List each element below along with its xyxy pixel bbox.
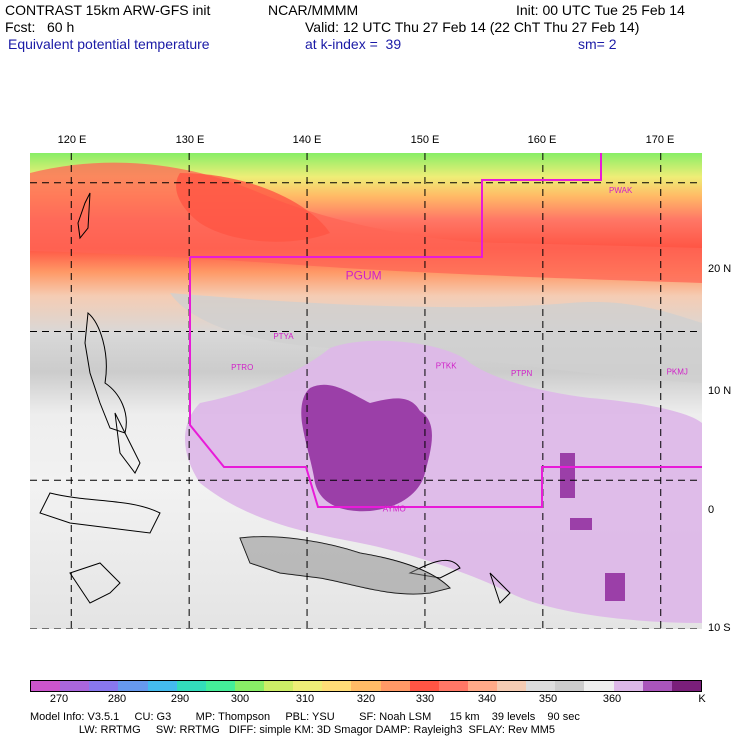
model-info-line2: LW: RRTMG SW: RRTMG DIFF: simple KM: 3D … — [30, 724, 556, 736]
colorbar-label-340: 340 — [477, 693, 497, 705]
init-time: Init: 00 UTC Tue 25 Feb 14 — [516, 2, 685, 18]
colorbar-swatch — [671, 681, 701, 691]
lon-label-140: 140 E — [292, 134, 322, 146]
lat-label-20n: 20 N — [708, 263, 732, 275]
colorbar-swatch — [234, 681, 264, 691]
lon-label-130: 130 E — [175, 134, 205, 146]
field-name: Equivalent potential temperature — [8, 36, 210, 52]
lon-label-150: 150 E — [410, 134, 440, 146]
station-pgum: PGUM — [346, 268, 382, 282]
colorbar-swatch — [380, 681, 410, 691]
station-ptpn: PTPN — [511, 369, 533, 378]
colorbar-swatch — [147, 681, 177, 691]
domain-boundary — [189, 153, 702, 508]
station-labels: PGUM PWAK PTYA PTRO PTKK PTPN PKMJ AYMO — [231, 186, 688, 513]
colorbar-label-290: 290 — [170, 693, 190, 705]
colorbar-swatch — [351, 681, 381, 691]
station-pkmj: PKMJ — [667, 368, 688, 377]
colorbar-swatch — [555, 681, 585, 691]
colorbar-label-310: 310 — [295, 693, 315, 705]
moist-region-core — [301, 384, 432, 512]
colorbar-label-280: 280 — [107, 693, 127, 705]
colorbar-swatch — [642, 681, 672, 691]
colorbar-label-350: 350 — [538, 693, 558, 705]
hot-core — [176, 173, 330, 242]
colorbar-swatch — [526, 681, 556, 691]
colorbar-swatch — [467, 681, 497, 691]
title-line1-left: CONTRAST 15km ARW-GFS init — [5, 2, 211, 18]
colorbar-swatch — [89, 681, 119, 691]
new-guinea — [240, 536, 450, 595]
title-line1-mid: NCAR/MMMM — [268, 2, 359, 18]
model-info-line1: Model Info: V3.5.1 CU: G3 MP: Thompson P… — [30, 711, 580, 723]
colorbar-swatch — [584, 681, 614, 691]
colorbar-label-300: 300 — [230, 693, 250, 705]
moist-core-small-3 — [605, 573, 625, 601]
colorbar-swatch — [438, 681, 468, 691]
colorbar-swatch — [322, 681, 352, 691]
moist-core-small-2 — [570, 518, 592, 530]
station-ptya: PTYA — [273, 332, 294, 341]
station-ptkk: PTKK — [436, 362, 458, 371]
colorbar-swatch — [497, 681, 527, 691]
colorbar-swatch — [60, 681, 90, 691]
colorbar-swatch — [118, 681, 148, 691]
station-aymo: AYMO — [383, 504, 406, 513]
lat-label-0: 0 — [708, 504, 715, 516]
colorbar-label-360: 360 — [602, 693, 622, 705]
colorbar-swatch — [31, 681, 61, 691]
gray-band — [170, 293, 702, 383]
station-pwak: PWAK — [609, 186, 633, 195]
lat-label-10s: 10 S — [708, 622, 731, 634]
colorbar — [30, 680, 702, 692]
colorbar-label-330: 330 — [415, 693, 435, 705]
forecast-hour: Fcst: 60 h — [5, 19, 75, 35]
colorbar-swatch — [613, 681, 643, 691]
lon-label-170: 170 E — [645, 134, 675, 146]
lon-label-160: 160 E — [527, 134, 557, 146]
valid-time: Valid: 12 UTC Thu 27 Feb 14 (22 ChT Thu … — [305, 19, 640, 35]
colorbar-label-320: 320 — [356, 693, 376, 705]
colorbar-unit: K — [698, 693, 706, 705]
moist-core-small-1 — [560, 453, 575, 498]
level-index: at k-index = 39 — [305, 36, 402, 52]
colorbar-swatch — [205, 681, 235, 691]
lat-label-10n: 10 N — [708, 385, 732, 397]
smoothing: sm= 2 — [578, 36, 617, 52]
lon-label-120: 120 E — [57, 134, 87, 146]
colorbar-swatch — [293, 681, 323, 691]
colorbar-swatch — [264, 681, 294, 691]
theta-e-map: PGUM PWAK PTYA PTRO PTKK PTPN PKMJ AYMO — [30, 153, 702, 629]
colorbar-swatch — [176, 681, 206, 691]
colorbar-swatch — [409, 681, 439, 691]
colorbar-label-270: 270 — [49, 693, 69, 705]
station-ptro: PTRO — [231, 363, 253, 372]
lat-lon-grid — [30, 153, 702, 629]
